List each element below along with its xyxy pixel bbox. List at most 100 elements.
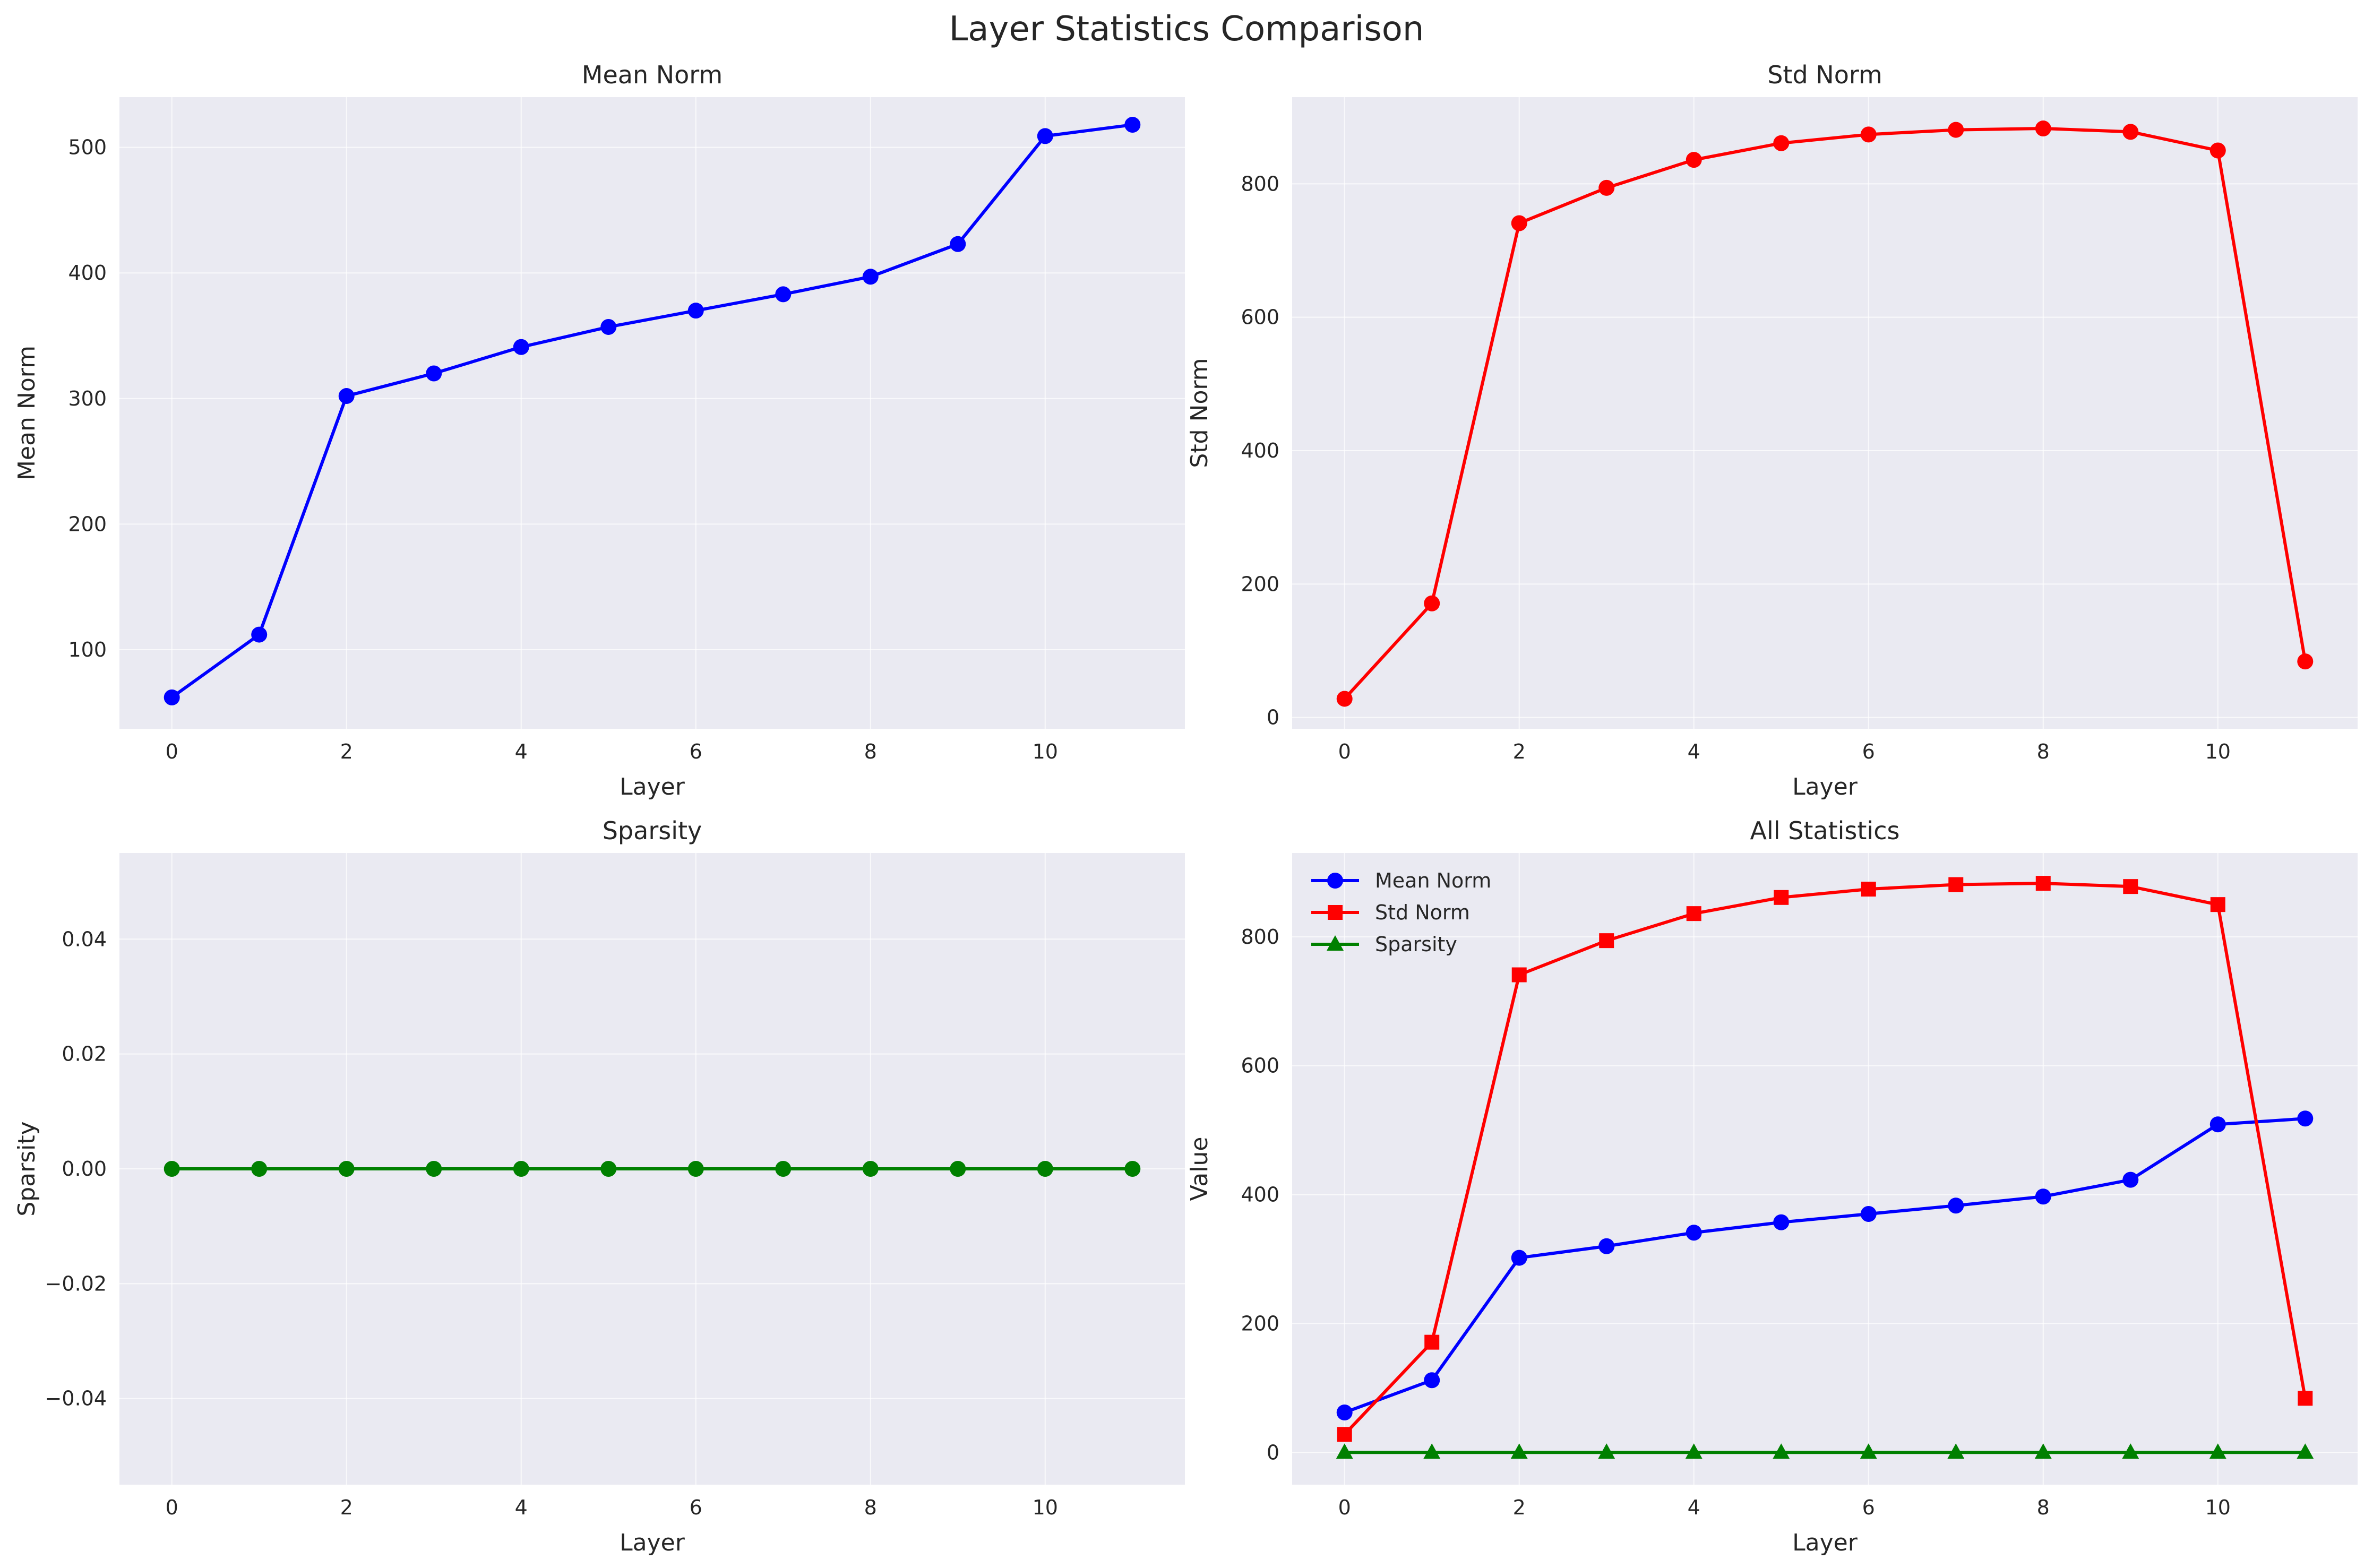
x-tick-label: 10 (2205, 740, 2231, 763)
legend-marker (1327, 873, 1343, 889)
data-point (1861, 882, 1876, 897)
data-point (950, 236, 966, 252)
x-tick-label: 6 (690, 1496, 702, 1519)
data-point (2209, 1116, 2226, 1133)
legend-entry: Mean Norm (1375, 869, 1491, 892)
data-point (1685, 1443, 1703, 1459)
data-point (2035, 120, 2051, 137)
data-point (1948, 877, 1964, 892)
data-point (1336, 1405, 1353, 1420)
data-point (1773, 1214, 1790, 1230)
data-point (2034, 1443, 2052, 1459)
series-line (1344, 1117, 2306, 1414)
y-tick-label: 0.00 (62, 1157, 107, 1181)
legend-entry: Std Norm (1375, 901, 1470, 924)
data-point (687, 303, 704, 319)
data-point (513, 1161, 529, 1177)
y-tick-label: −0.04 (45, 1387, 107, 1410)
data-point (1124, 1161, 1141, 1177)
data-point (1686, 906, 1701, 921)
panel-title: All Statistics (1750, 816, 1900, 845)
data-point (775, 1161, 792, 1177)
data-point (1773, 1443, 1790, 1459)
data-point (1424, 1372, 1440, 1389)
series-line (1343, 127, 2307, 700)
x-tick-label: 4 (515, 1496, 528, 1519)
series-line (170, 123, 1133, 699)
data-point (338, 1161, 355, 1177)
legend: Mean Norm Std Norm Sparsity (1311, 869, 1491, 956)
data-point (1686, 152, 1702, 168)
data-point (1686, 1225, 1702, 1241)
data-point (164, 1161, 180, 1177)
plot-area (119, 97, 1185, 729)
y-tick-label: 200 (1241, 1312, 1279, 1335)
data-point (1511, 1250, 1527, 1266)
y-tick-label: 200 (68, 512, 107, 536)
x-tick-label: 8 (2037, 740, 2050, 763)
x-axis-label: Layer (620, 773, 685, 800)
x-tick-label: 2 (340, 1496, 353, 1519)
x-tick-label: 2 (1513, 1496, 1526, 1519)
y-tick-label: 600 (1241, 1054, 1279, 1078)
data-point (2209, 1443, 2226, 1459)
y-tick-label: 0.02 (62, 1043, 107, 1066)
x-tick-label: 4 (515, 740, 528, 763)
data-point (1511, 967, 1527, 983)
data-point (1424, 1334, 1440, 1350)
data-point (1510, 1443, 1528, 1459)
y-tick-label: 300 (68, 387, 107, 410)
y-tick-label: 0 (1267, 706, 1279, 729)
data-point (687, 1161, 704, 1177)
data-point (1860, 126, 1877, 143)
data-point (1511, 215, 1527, 231)
y-axis-label: Sparsity (13, 1121, 40, 1216)
data-point (1947, 1443, 1965, 1459)
data-point (1948, 122, 1964, 138)
data-point (2209, 142, 2226, 159)
x-tick-label: 6 (1862, 740, 1875, 763)
chart-panel-4: 0 2 4 6 8 10 0 200 400 600 800 All Statistics Layer V… (1186, 816, 2358, 1556)
figure-title: Layer Statistics Comparison (949, 10, 1424, 49)
panel-title: Mean Norm (582, 61, 723, 89)
data-point (1599, 933, 1614, 949)
chart-panel-2: 0 2 4 6 8 10 0 200 400 600 800 Std Norm Layer Std Nor… (1186, 61, 2358, 800)
y-tick-label: 100 (68, 638, 107, 661)
data-point (1037, 1161, 1053, 1177)
x-tick-label: 0 (1338, 740, 1351, 763)
data-point (2035, 876, 2051, 891)
x-tick-label: 0 (166, 740, 178, 763)
data-point (2297, 653, 2314, 670)
data-point (862, 269, 879, 285)
data-point (1774, 890, 1789, 905)
y-tick-label: −0.02 (45, 1272, 107, 1295)
data-point (1598, 1238, 1615, 1254)
data-point (1860, 1206, 1877, 1222)
data-point (600, 1161, 617, 1177)
data-point (1037, 128, 1053, 144)
x-tick-label: 10 (2205, 1496, 2231, 1519)
data-point (164, 689, 180, 705)
data-point (513, 339, 529, 355)
legend-marker (1328, 905, 1343, 920)
x-tick-label: 8 (2037, 1496, 2050, 1519)
x-tick-label: 10 (1033, 1496, 1058, 1519)
data-point (338, 388, 355, 404)
y-tick-label: 400 (1241, 439, 1279, 462)
y-axis-label: Mean Norm (13, 346, 40, 480)
data-point (1337, 1427, 1352, 1442)
x-tick-label: 2 (340, 740, 353, 763)
data-point (2123, 879, 2138, 894)
y-tick-label: 400 (1241, 1183, 1279, 1207)
data-point (2122, 1443, 2139, 1459)
y-axis-label: Std Norm (1186, 358, 1213, 468)
y-tick-label: 600 (1241, 306, 1279, 329)
panel-title: Sparsity (603, 816, 702, 845)
data-point (1423, 1443, 1441, 1459)
y-tick-label: 400 (68, 261, 107, 285)
legend-entry: Sparsity (1375, 933, 1457, 956)
x-tick-label: 6 (690, 740, 702, 763)
x-tick-label: 4 (1688, 740, 1700, 763)
x-tick-label: 6 (1862, 1496, 1875, 1519)
